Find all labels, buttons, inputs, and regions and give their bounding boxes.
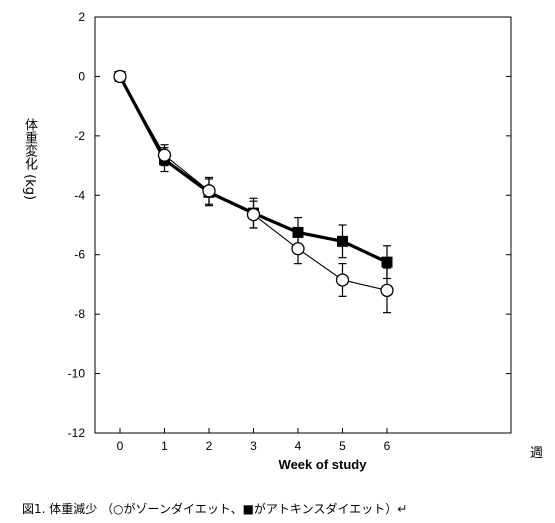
x-tick-label: 3 [250,439,257,453]
data-point-square [337,235,348,247]
y-tick-label: -6 [74,248,85,262]
y-tick-label: -12 [68,426,86,440]
x-axis-unit-label: 週 [530,446,544,461]
data-point-circle [335,273,350,287]
data-point-square [292,226,304,238]
series-marks [113,69,394,314]
x-tick-label: 0 [117,439,124,453]
x-tick-label: 1 [161,439,168,453]
data-point-circle [157,148,172,162]
x-tick-label: 2 [206,439,213,453]
y-tick-label: -10 [68,367,86,381]
data-point-circle [246,207,261,222]
data-point-circle [380,283,394,298]
x-axis-label: Week of study [279,457,368,472]
y-tick-label: -2 [74,129,85,143]
data-point-circle [291,242,305,256]
series-line [119,76,388,291]
y-tick-label: -8 [74,307,85,321]
data-point-square [381,256,393,268]
y-tick-label: -4 [74,188,85,202]
x-tick-label: 4 [295,439,302,453]
series-lines [118,75,388,291]
x-tick-label: 6 [384,439,391,453]
y-tick-label: 0 [78,69,85,83]
axes: 20-2-4-6-8-10-12012345610Week of study [68,10,512,472]
figure-caption: 図1. 体重減少 （○がゾーンダイエット、■がアトキンスダイエット）↵ [22,502,408,516]
x-tick-label: 5 [339,439,346,453]
series-line [118,75,388,264]
y-axis-label: 体重変化 (kg) [22,118,37,201]
y-tick-label: 2 [78,10,85,24]
data-point-circle [113,69,127,84]
data-point-circle [202,184,216,198]
plot-frame [94,16,512,434]
